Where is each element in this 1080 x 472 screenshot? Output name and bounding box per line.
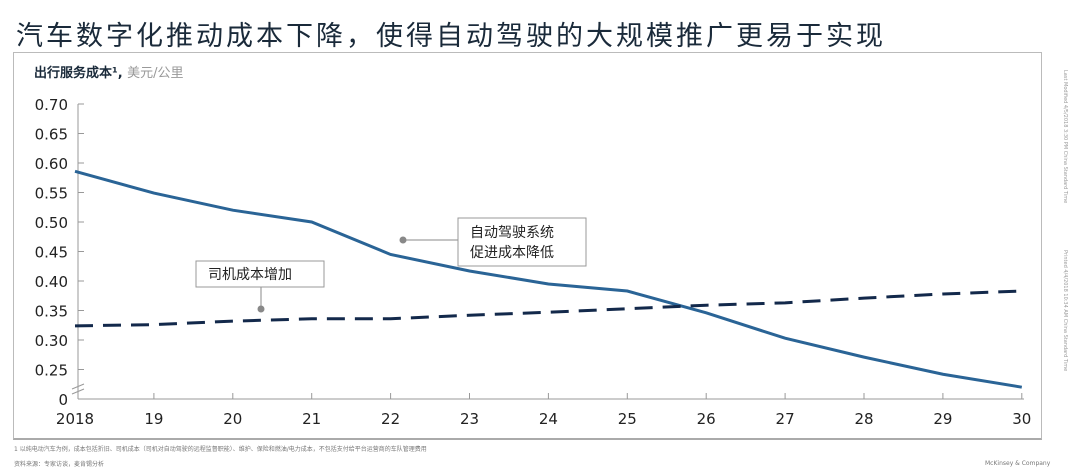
x-tick-label: 20 [223, 410, 242, 428]
annotation-dot [399, 236, 407, 244]
footnote: 1 以纯电动汽车为例，成本包括折旧、司机成本（司机对自动驾驶的远程监督职能）、维… [14, 446, 427, 453]
subtitle-main: 出行服务成本¹, [34, 66, 123, 81]
chart-frame [13, 52, 1042, 440]
y-tick-label: 0.35 [35, 303, 68, 321]
brand-label: McKinsey & Company [985, 460, 1051, 467]
subtitle-unit: 美元/公里 [127, 66, 184, 81]
annotation-text: 自动驾驶系统 [470, 225, 554, 241]
y-tick-label: 0.70 [35, 96, 68, 114]
x-tick-label: 21 [302, 410, 321, 428]
x-tick-label: 23 [460, 410, 479, 428]
x-tick-label: 2018 [56, 410, 94, 428]
x-tick-label: 27 [776, 410, 795, 428]
y-tick-label: 0.40 [35, 273, 68, 291]
y-tick-label: 0.50 [35, 214, 68, 232]
annotation-text: 司机成本增加 [208, 267, 292, 283]
x-tick-label: 25 [618, 410, 637, 428]
annotation-dot [257, 305, 265, 313]
y-tick-label: 0.60 [35, 155, 68, 173]
annotation-box [195, 260, 325, 288]
y-tick-label: 0.55 [35, 185, 68, 203]
x-tick-label: 24 [539, 410, 558, 428]
y-tick-label: 0.65 [35, 126, 68, 144]
side-note-printed: Printed 4/4/2018 10:34 AM China Standard… [1062, 250, 1068, 372]
x-tick-label: 19 [144, 410, 163, 428]
axis-break [71, 383, 85, 395]
y-tick-label: 0.30 [35, 332, 68, 350]
x-tick-label: 22 [381, 410, 400, 428]
x-tick-label: 29 [933, 410, 952, 428]
chart-subtitle: 出行服务成本¹, 美元/公里 [34, 62, 184, 81]
annotation-text: 促进成本降低 [470, 245, 554, 261]
source-note: 资料来源：专家访谈，麦肯锡分析 [14, 461, 105, 468]
y-tick-label: 0 [58, 391, 68, 409]
x-tick-label: 26 [697, 410, 716, 428]
series-line-1 [74, 289, 1022, 328]
y-tick-label: 0.45 [35, 244, 68, 262]
y-tick-label: 0.25 [35, 362, 68, 380]
series-line-0 [74, 169, 1023, 389]
side-note-modified: Last Modified 4/5/2018 3:30 PM China Sta… [1062, 70, 1068, 204]
annotation-box [457, 217, 587, 267]
page-title: 汽车数字化推动成本下降，使得自动驾驶的大规模推广更易于实现 [16, 21, 886, 52]
x-tick-label: 28 [854, 410, 873, 428]
x-tick-label: 30 [1012, 410, 1031, 428]
